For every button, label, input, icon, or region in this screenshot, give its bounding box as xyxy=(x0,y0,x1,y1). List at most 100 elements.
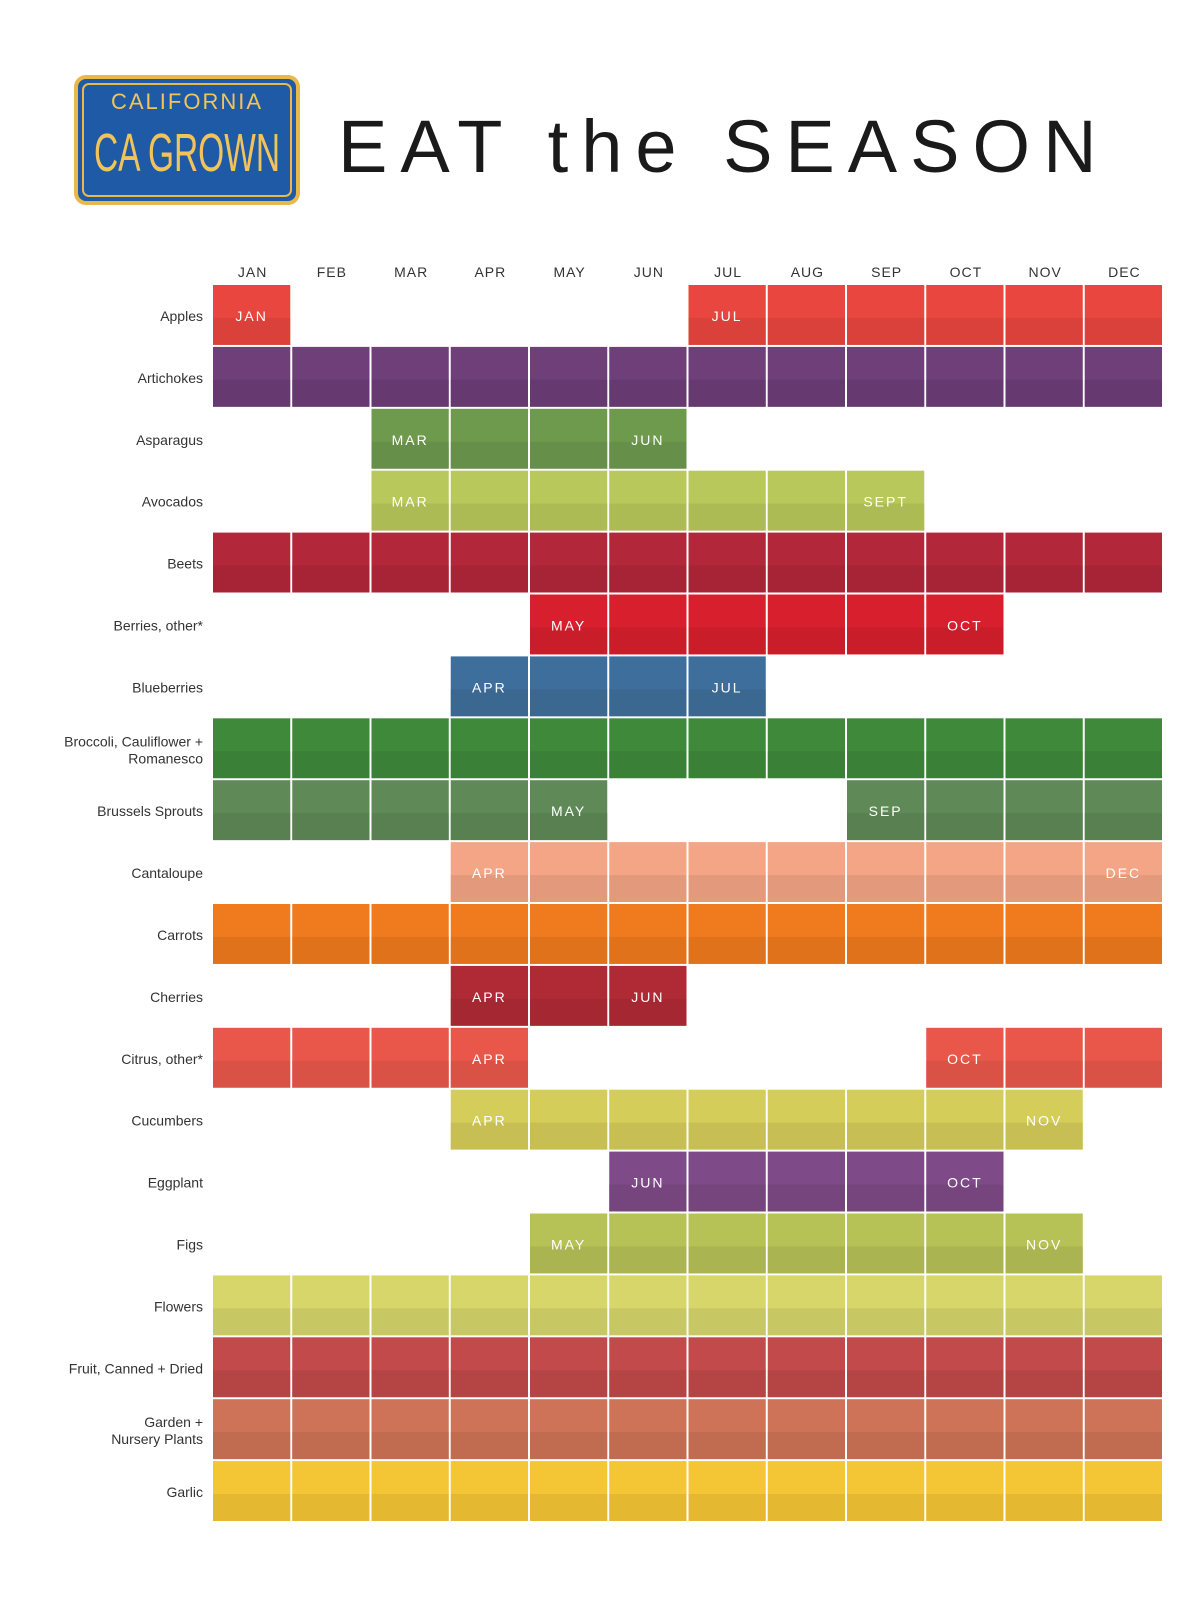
cell-texture xyxy=(847,565,925,593)
cell-label: JUL xyxy=(712,679,743,695)
cell-texture xyxy=(1005,1432,1083,1460)
cell-texture xyxy=(371,379,449,407)
cell-texture xyxy=(213,1308,291,1336)
row-label: Flowers xyxy=(154,1298,203,1314)
cell-texture xyxy=(688,1432,766,1460)
cell-texture xyxy=(292,1308,370,1336)
cell-texture xyxy=(1005,1370,1083,1398)
cell-texture xyxy=(609,1494,687,1521)
month-header-may: MAY xyxy=(553,264,585,280)
row-label: Asparagus xyxy=(136,432,203,448)
row-label: Artichokes xyxy=(138,370,203,386)
cell-texture xyxy=(688,751,766,779)
cell-texture xyxy=(926,1370,1004,1398)
cell-texture xyxy=(767,1432,845,1460)
row-carrots: Carrots xyxy=(157,904,1162,964)
cell-texture xyxy=(767,1308,845,1336)
row-cantaloupe: Cantaloupe APR DEC xyxy=(131,842,1162,902)
cell-texture xyxy=(371,441,449,469)
row-garden-nursery-plants: Garden + Nursery Plants xyxy=(111,1399,1162,1460)
row-label: Beets xyxy=(167,556,203,572)
cell-texture xyxy=(371,1370,449,1398)
cell-texture xyxy=(1084,751,1162,779)
cell-texture xyxy=(371,565,449,593)
cell-label: APR xyxy=(472,1051,507,1067)
cell-label: MAR xyxy=(392,432,429,448)
row-cucumbers: Cucumbers APR NOV xyxy=(131,1089,1083,1150)
cell-label: JUL xyxy=(712,308,743,324)
month-header-jan: JAN xyxy=(238,264,267,280)
cell-texture xyxy=(292,379,370,407)
cell-texture xyxy=(609,1122,687,1150)
cell-texture xyxy=(450,689,528,717)
cell-texture xyxy=(609,627,687,655)
cell-texture xyxy=(767,565,845,593)
cell-texture xyxy=(292,936,370,964)
cell-texture xyxy=(1005,379,1083,407)
chart-rows: Apples JAN JUL Artichokes Asparagus MAR JUN Avo… xyxy=(64,285,1162,1521)
cell-texture xyxy=(847,1432,925,1460)
cell-texture xyxy=(213,1370,291,1398)
cell-texture xyxy=(847,503,925,531)
cell-texture xyxy=(530,998,608,1026)
cell-texture xyxy=(450,379,528,407)
cell-texture xyxy=(1005,813,1083,841)
row-label: Cucumbers xyxy=(131,1113,203,1129)
row-label: Figs xyxy=(177,1236,203,1252)
row-brussels-sprouts: Brussels Sprouts MAY SEP xyxy=(97,780,1162,841)
cell-texture xyxy=(450,875,528,902)
cell-texture xyxy=(1005,751,1083,779)
cell-texture xyxy=(767,751,845,779)
cell-texture xyxy=(292,1432,370,1460)
cell-label: NOV xyxy=(1026,1113,1062,1129)
cell-texture xyxy=(847,1370,925,1398)
cell-label: OCT xyxy=(947,617,983,633)
cell-texture xyxy=(926,1308,1004,1336)
row-eggplant: Eggplant JUN OCT xyxy=(148,1151,1004,1212)
page-title: EAT the SEASON xyxy=(338,105,1110,188)
cell-texture xyxy=(530,813,608,841)
cell-texture xyxy=(450,751,528,779)
cell-texture xyxy=(450,1494,528,1521)
cell-texture xyxy=(847,1122,925,1150)
cell-texture xyxy=(847,1494,925,1521)
cell-texture xyxy=(530,875,608,902)
cell-label: MAY xyxy=(551,1236,586,1252)
cell-texture xyxy=(530,1494,608,1521)
cell-texture xyxy=(530,936,608,964)
cell-texture xyxy=(847,317,925,345)
cell-texture xyxy=(688,875,766,902)
cell-texture xyxy=(926,1432,1004,1460)
cell-texture xyxy=(450,441,528,469)
cell-texture xyxy=(926,936,1004,964)
cell-texture xyxy=(609,1184,687,1212)
row-label: Berries, other* xyxy=(114,617,204,633)
cell-texture xyxy=(688,565,766,593)
row-blueberries: Blueberries APR JUL xyxy=(132,656,766,717)
row-label: Brussels Sprouts xyxy=(97,803,203,819)
cell-texture xyxy=(767,936,845,964)
row-label: Eggplant xyxy=(148,1175,203,1191)
cell-texture xyxy=(1084,1370,1162,1398)
cell-label: APR xyxy=(472,989,507,1005)
cell-texture xyxy=(688,1308,766,1336)
cell-texture xyxy=(450,1370,528,1398)
cell-texture xyxy=(213,1432,291,1460)
month-headers: JAN FEB MAR APR MAY JUN JUL AUG SEP OCT NOV DEC xyxy=(238,264,1140,280)
cell-texture xyxy=(847,751,925,779)
cell-texture xyxy=(688,1184,766,1212)
cell-texture xyxy=(609,565,687,593)
cell-texture xyxy=(688,379,766,407)
cell-texture xyxy=(450,936,528,964)
cell-texture xyxy=(688,1370,766,1398)
cell-texture xyxy=(371,1432,449,1460)
cell-texture xyxy=(371,1060,449,1088)
cell-texture xyxy=(1084,1494,1162,1521)
cell-texture xyxy=(609,936,687,964)
row-label: Broccoli, Cauliflower + Romanesco xyxy=(64,733,203,766)
row-label: Garden + Nursery Plants xyxy=(111,1414,203,1447)
cell-texture xyxy=(1084,565,1162,593)
cell-texture xyxy=(847,875,925,902)
cell-label: OCT xyxy=(947,1175,983,1191)
